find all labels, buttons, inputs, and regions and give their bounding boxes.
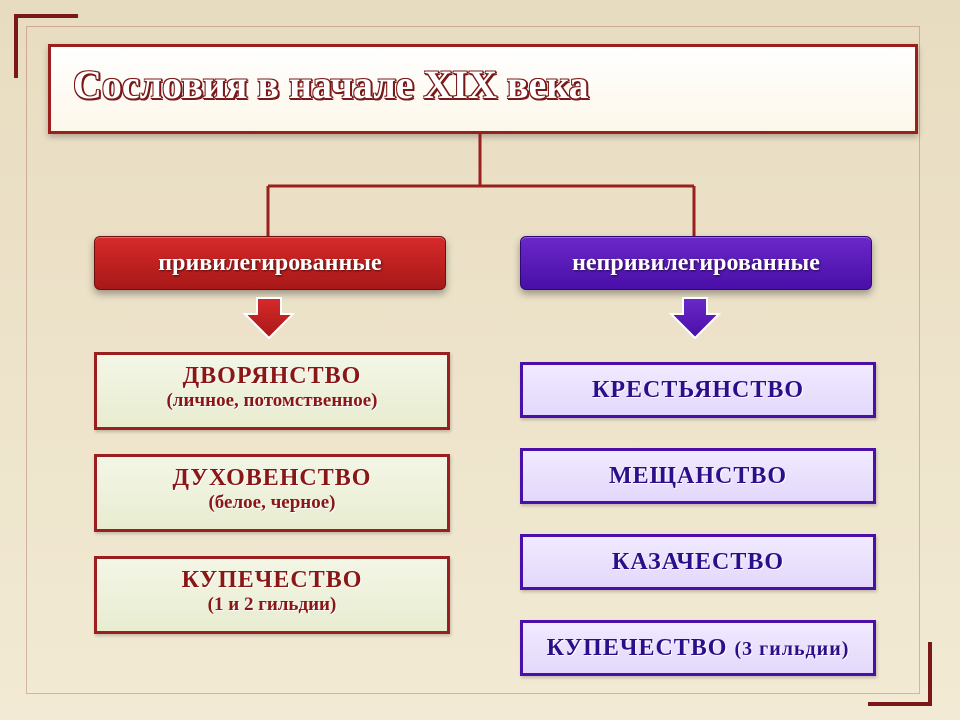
category-privileged: привилегированные [94, 236, 446, 290]
item-merchants-12-label: КУПЕЧЕСТВО [97, 559, 447, 594]
item-clergy-sub: (белое, черное) [97, 492, 447, 522]
page-title: Сословия в начале XIX века [51, 47, 915, 122]
item-meshchanstvo: МЕЩАНСТВО [520, 448, 876, 504]
arrow-down-left [243, 296, 295, 340]
item-peasantry: КРЕСТЬЯНСТВО [520, 362, 876, 418]
category-unprivileged-label: непривилегированные [572, 250, 820, 276]
item-merchants-3-label: КУПЕЧЕСТВО (3 гильдии) [523, 623, 873, 674]
item-nobility-sub: (личное, потомственное) [97, 390, 447, 420]
arrow-down-right [669, 296, 721, 340]
item-merchants-3-main: КУПЕЧЕСТВО [547, 635, 728, 661]
item-nobility: ДВОРЯНСТВО (личное, потомственное) [94, 352, 450, 430]
item-peasantry-label: КРЕСТЬЯНСТВО [523, 365, 873, 415]
item-merchants-3-sub: (3 гильдии) [734, 638, 849, 660]
item-merchants-12-sub: (1 и 2 гильдии) [97, 594, 447, 624]
category-privileged-label: привилегированные [158, 250, 381, 276]
item-clergy-label: ДУХОВЕНСТВО [97, 457, 447, 492]
item-nobility-label: ДВОРЯНСТВО [97, 355, 447, 390]
item-cossacks-label: КАЗАЧЕСТВО [523, 537, 873, 587]
item-meshchanstvo-label: МЕЩАНСТВО [523, 451, 873, 501]
category-unprivileged: непривилегированные [520, 236, 872, 290]
title-box: Сословия в начале XIX века [48, 44, 918, 134]
item-merchants-12: КУПЕЧЕСТВО (1 и 2 гильдии) [94, 556, 450, 634]
item-cossacks: КАЗАЧЕСТВО [520, 534, 876, 590]
item-merchants-3: КУПЕЧЕСТВО (3 гильдии) [520, 620, 876, 676]
item-clergy: ДУХОВЕНСТВО (белое, черное) [94, 454, 450, 532]
